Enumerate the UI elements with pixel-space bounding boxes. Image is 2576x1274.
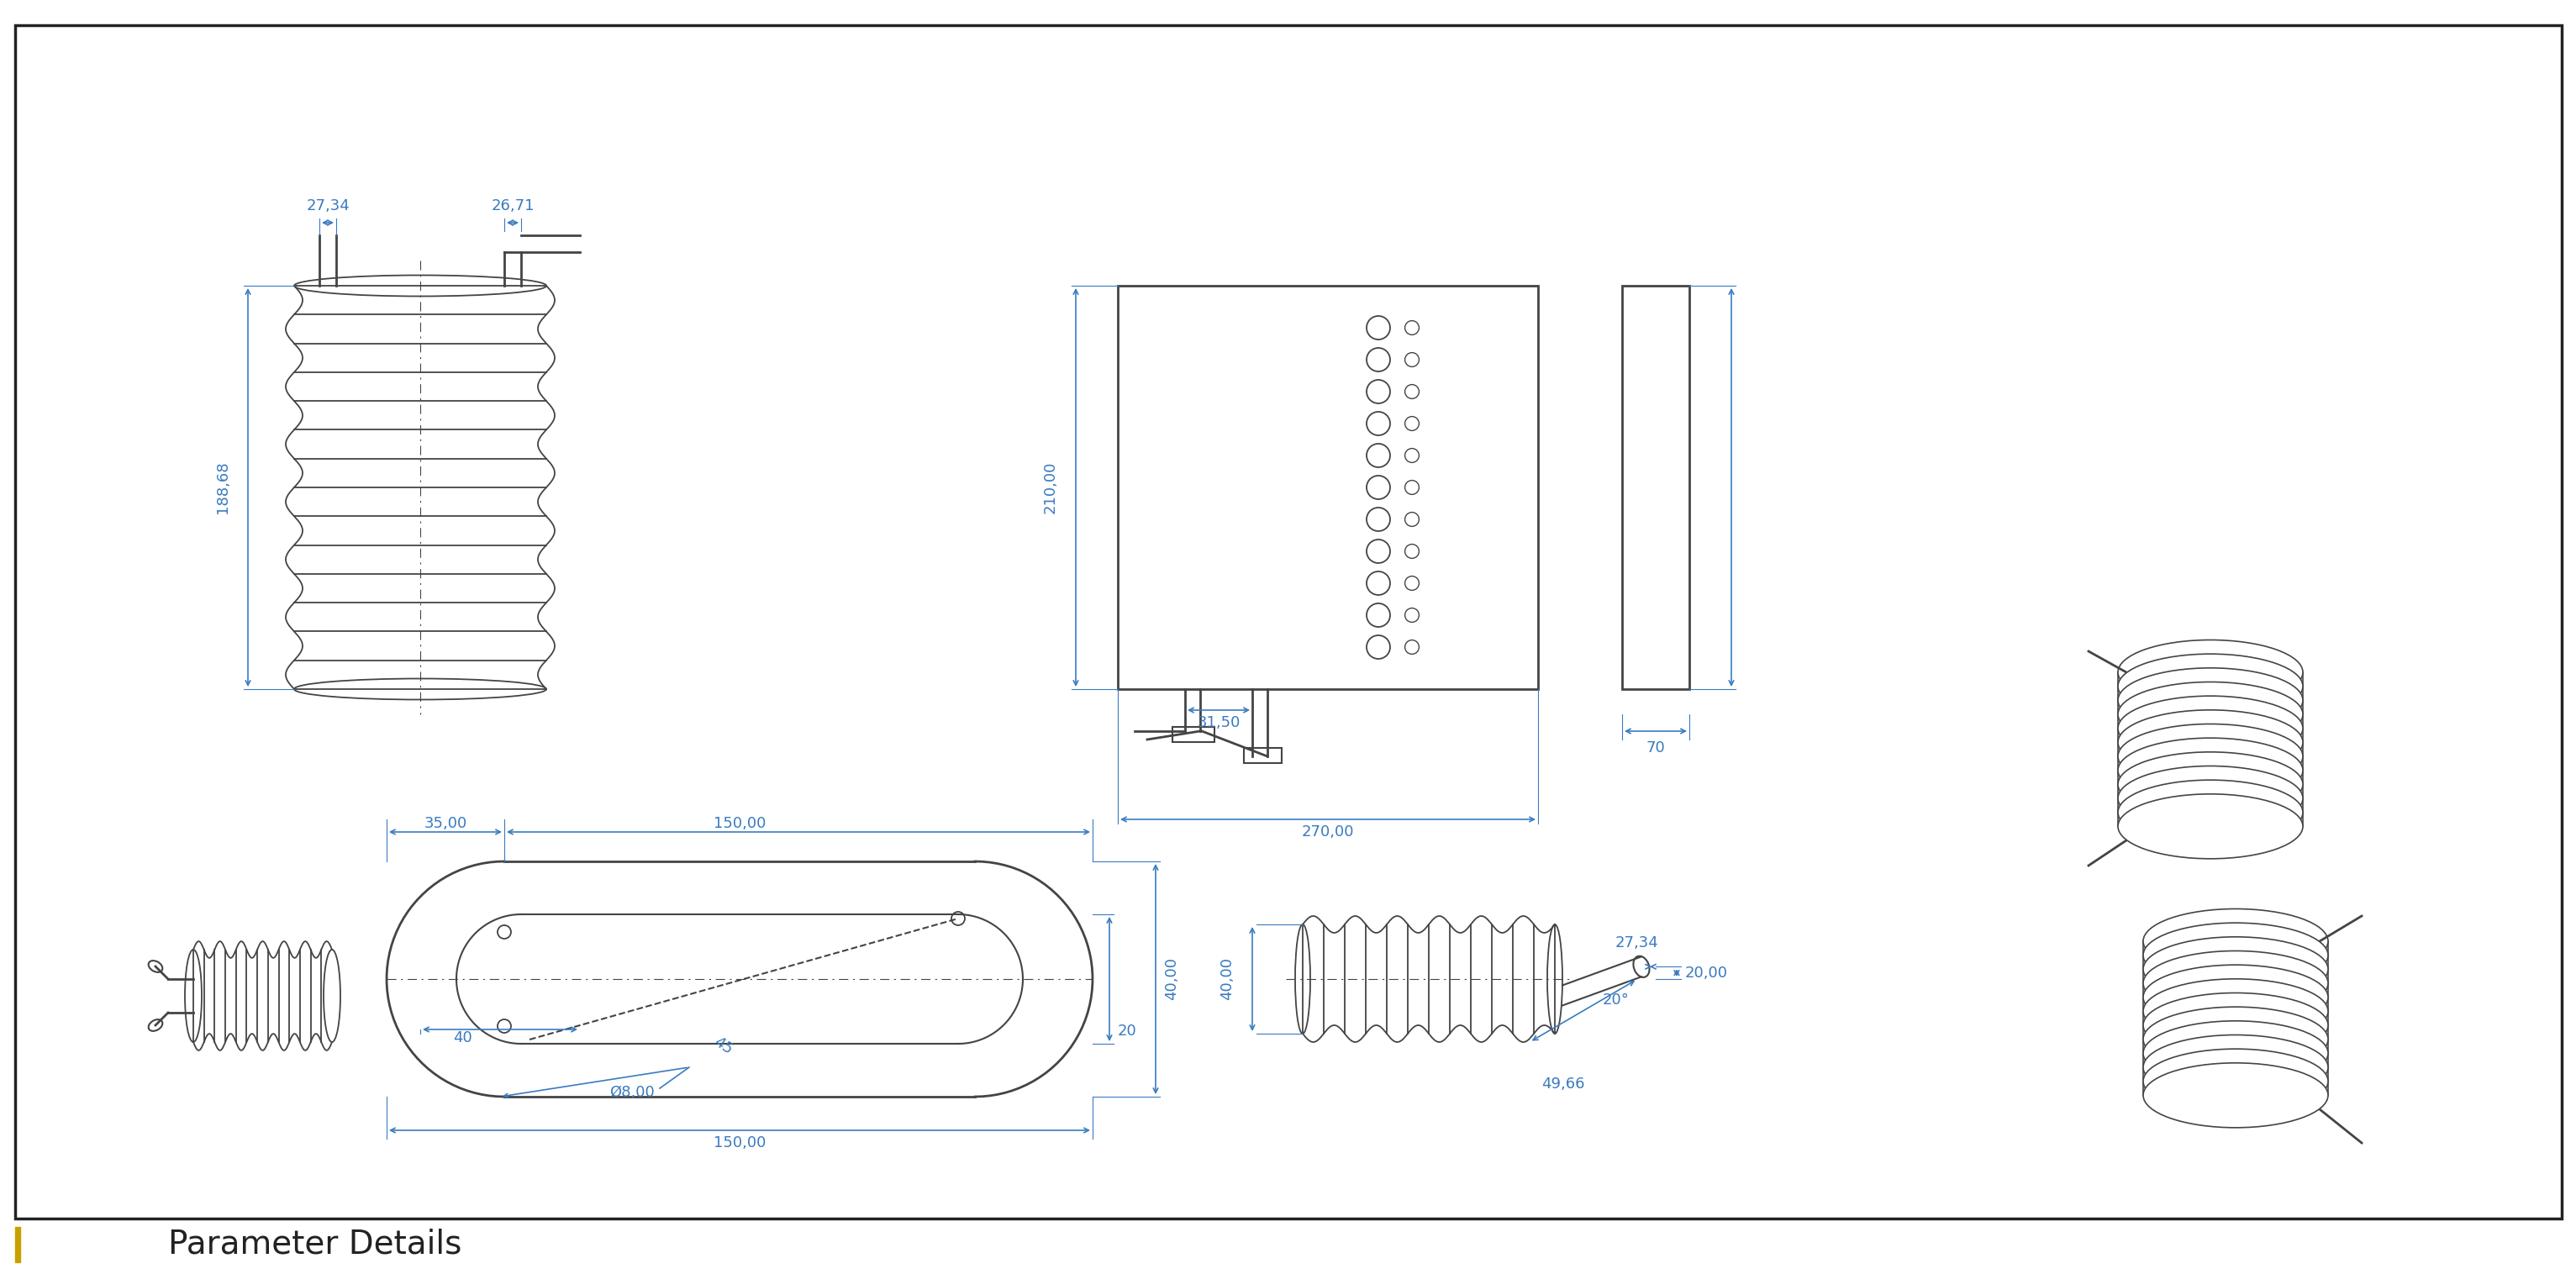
Text: 70: 70 (1646, 740, 1664, 755)
Text: 27,34: 27,34 (307, 199, 350, 214)
Ellipse shape (2143, 1049, 2329, 1113)
Ellipse shape (1548, 925, 1564, 1033)
Ellipse shape (2143, 950, 2329, 1015)
Circle shape (1404, 576, 1419, 590)
Circle shape (1368, 443, 1391, 468)
Ellipse shape (294, 679, 546, 699)
Circle shape (1404, 480, 1419, 494)
Ellipse shape (1296, 925, 1311, 1033)
Text: 40,00: 40,00 (1218, 958, 1234, 1000)
Ellipse shape (185, 949, 201, 1042)
Circle shape (1368, 507, 1391, 531)
Ellipse shape (2117, 724, 2303, 789)
Circle shape (1404, 353, 1419, 367)
Ellipse shape (2117, 738, 2303, 803)
Circle shape (1368, 348, 1391, 372)
Bar (15, 1227, 21, 1263)
Ellipse shape (2143, 922, 2329, 987)
Text: 27,34: 27,34 (1615, 935, 1659, 950)
Ellipse shape (294, 275, 546, 297)
Ellipse shape (2117, 696, 2303, 761)
Circle shape (1368, 380, 1391, 404)
Ellipse shape (2143, 1020, 2329, 1085)
Text: 20°: 20° (1602, 992, 1631, 1008)
Ellipse shape (149, 1019, 162, 1031)
Ellipse shape (2143, 978, 2329, 1043)
Circle shape (497, 925, 510, 939)
Ellipse shape (2143, 1063, 2329, 1127)
Ellipse shape (2143, 992, 2329, 1057)
Ellipse shape (149, 961, 162, 972)
Ellipse shape (2117, 640, 2303, 705)
Text: 270,00: 270,00 (1301, 824, 1355, 840)
Ellipse shape (2143, 1006, 2329, 1071)
Circle shape (1404, 544, 1419, 558)
Ellipse shape (2117, 780, 2303, 845)
Ellipse shape (2117, 752, 2303, 817)
Circle shape (1404, 512, 1419, 526)
Text: 31,50: 31,50 (1198, 715, 1239, 730)
Ellipse shape (2117, 682, 2303, 747)
Text: 210,00: 210,00 (1043, 461, 1059, 513)
Text: 20,00: 20,00 (1685, 966, 1728, 981)
Circle shape (951, 912, 966, 925)
Ellipse shape (2117, 668, 2303, 733)
Circle shape (1368, 316, 1391, 339)
Ellipse shape (2143, 1034, 2329, 1099)
Text: Ø8,00: Ø8,00 (611, 1085, 654, 1099)
Bar (1623, 285, 1690, 689)
Circle shape (1404, 640, 1419, 654)
Circle shape (497, 1019, 510, 1033)
Circle shape (1404, 448, 1419, 462)
Bar (1244, 748, 1283, 763)
Bar (1118, 285, 1538, 689)
Circle shape (1368, 572, 1391, 595)
Circle shape (1404, 385, 1419, 399)
Circle shape (1368, 539, 1391, 563)
Ellipse shape (2117, 766, 2303, 831)
Text: 40,00: 40,00 (1164, 958, 1180, 1000)
Text: 49,66: 49,66 (1540, 1077, 1584, 1092)
Text: 20: 20 (1118, 1023, 1136, 1038)
Bar (1172, 727, 1213, 741)
Circle shape (1368, 636, 1391, 659)
Circle shape (1404, 321, 1419, 335)
Text: 150,00: 150,00 (714, 1135, 765, 1150)
Circle shape (1404, 608, 1419, 622)
Text: Parameter Details: Parameter Details (167, 1228, 461, 1260)
Text: 26,71: 26,71 (492, 199, 533, 214)
Ellipse shape (325, 949, 340, 1042)
Ellipse shape (1633, 956, 1649, 977)
Ellipse shape (2117, 794, 2303, 859)
Ellipse shape (2117, 710, 2303, 775)
Circle shape (1368, 604, 1391, 627)
Text: 35,00: 35,00 (425, 817, 466, 831)
Ellipse shape (2143, 936, 2329, 1001)
FancyBboxPatch shape (15, 25, 2561, 1218)
Circle shape (1368, 475, 1391, 499)
Circle shape (1404, 417, 1419, 431)
Text: 150,00: 150,00 (714, 817, 765, 831)
Ellipse shape (2143, 908, 2329, 973)
Ellipse shape (2143, 964, 2329, 1029)
Text: 188,68: 188,68 (216, 461, 229, 513)
Text: 45: 45 (711, 1034, 734, 1057)
Text: 40: 40 (453, 1031, 471, 1046)
Ellipse shape (2117, 654, 2303, 719)
Circle shape (1368, 412, 1391, 436)
